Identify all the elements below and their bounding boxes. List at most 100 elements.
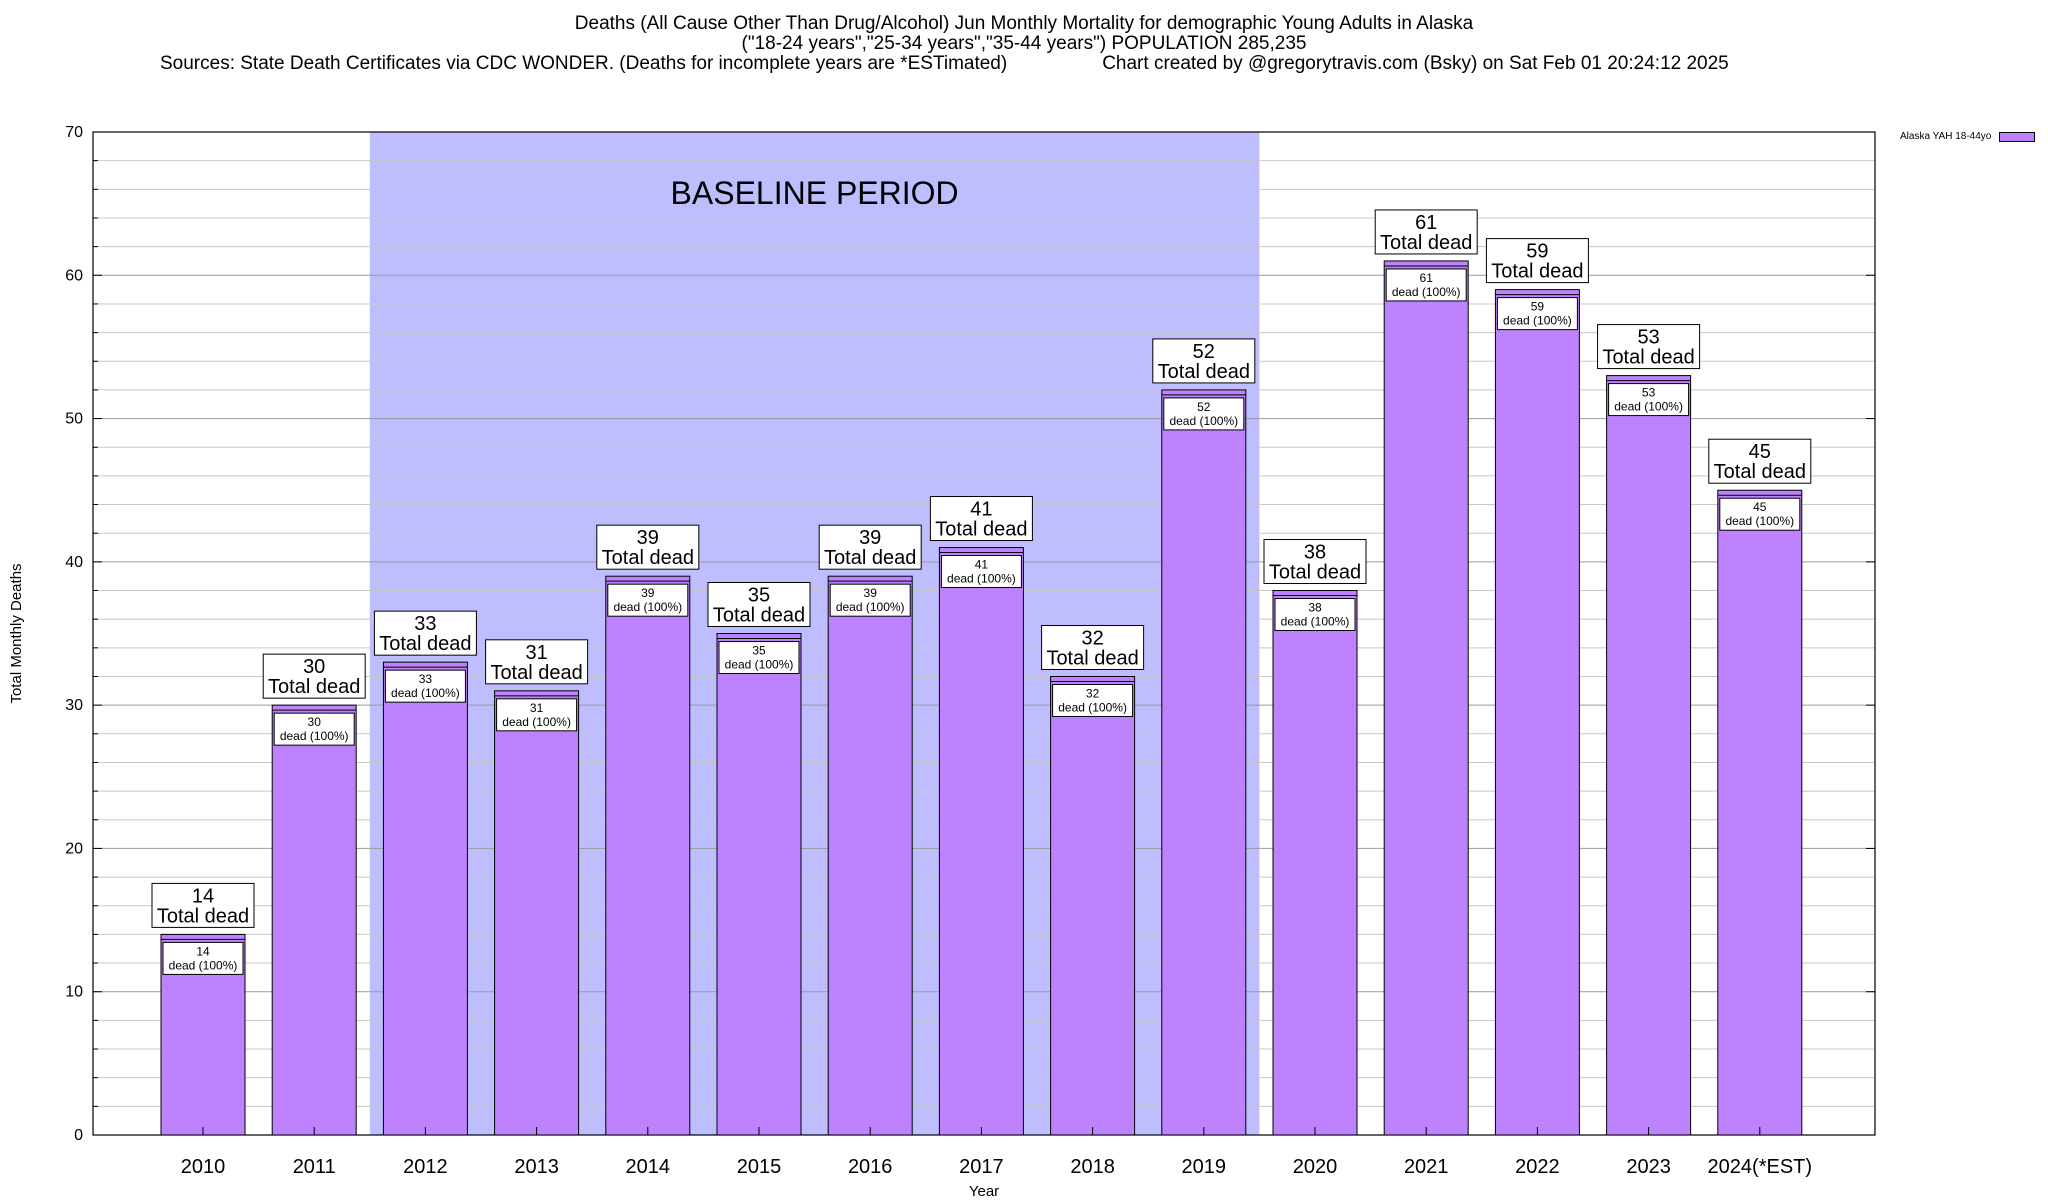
bar-inner-caption: dead (100%) [1169, 414, 1238, 428]
bar-top-value: 39 [637, 527, 659, 549]
x-tick-label: 2017 [959, 1156, 1004, 1178]
bar-top-value: 41 [970, 499, 992, 521]
bar-inner-caption: dead (100%) [280, 729, 349, 743]
y-axis-title: Total Monthly Deaths [8, 563, 25, 703]
bar-inner-label-box [829, 583, 911, 617]
bar-top-label-box [262, 653, 366, 699]
bar-inner-label-box [1163, 397, 1245, 431]
bar-inner-label-box [273, 712, 355, 746]
bar-top-label-box [1152, 338, 1256, 384]
bar-top-label-box [373, 610, 477, 656]
x-tick-label: 2022 [1515, 1156, 1560, 1178]
bar-inner-label-box [940, 555, 1022, 589]
x-tick-label: 2018 [1070, 1156, 1115, 1178]
bar [1717, 489, 1803, 1136]
bar [716, 633, 802, 1136]
bar-inner-caption: dead (100%) [725, 658, 794, 672]
x-tick-label: 2014 [626, 1156, 671, 1178]
bar-inner-caption: dead (100%) [1058, 700, 1127, 714]
bar-top-label-box [485, 639, 589, 685]
x-tick-label: 2021 [1404, 1156, 1449, 1178]
bar-inner-label-box [1385, 268, 1467, 302]
bar [827, 575, 913, 1136]
bar [938, 547, 1024, 1136]
chart-title-block: Deaths (All Cause Other Than Drug/Alcoho… [0, 14, 2048, 74]
bar [1272, 590, 1358, 1136]
legend-label: Alaska YAH 18-44yo [1900, 131, 1992, 142]
bar-top-caption: Total dead [268, 676, 360, 698]
bar-top-label-box [1374, 209, 1478, 255]
bar-top-caption: Total dead [1046, 647, 1138, 669]
chart-title: Deaths (All Cause Other Than Drug/Alcoho… [574, 13, 1474, 34]
bar-top-caption: Total dead [1380, 232, 1472, 254]
bar-inner-label-box [384, 669, 466, 703]
bar-inner-value: 30 [308, 715, 322, 729]
bar [1383, 260, 1469, 1136]
bar [1050, 675, 1136, 1136]
bar-inner-label-box [1496, 297, 1578, 331]
bar-top-label-box [151, 882, 255, 928]
bar-inner-value: 41 [975, 558, 989, 572]
bar-inner-value: 14 [196, 944, 210, 958]
y-tick-label: 10 [65, 984, 83, 1001]
bar [1606, 375, 1692, 1136]
bar-inner-value: 32 [1086, 686, 1100, 700]
bar-inner-caption: dead (100%) [1614, 400, 1683, 414]
y-tick-label: 70 [65, 124, 83, 141]
bar-inner-value: 39 [864, 586, 878, 600]
y-tick-label: 60 [65, 267, 83, 284]
bar-inner-value: 45 [1753, 500, 1767, 514]
bar-top-caption: Total dead [379, 633, 471, 655]
x-tick-label: 2011 [293, 1156, 336, 1178]
chart-credit: Chart created by @gregorytravis.com (Bsk… [1102, 53, 1729, 74]
bar-inner-label-box [496, 698, 578, 732]
bar-top-label-box [1708, 438, 1812, 484]
bar-inner-label-box [1274, 598, 1356, 632]
bar-inner-caption: dead (100%) [391, 686, 460, 700]
bar-inner-label-box [607, 583, 689, 617]
bar-top-label-box [1485, 238, 1589, 284]
bar-top-caption: Total dead [824, 547, 916, 569]
bar-inner-caption: dead (100%) [613, 600, 682, 614]
bar-inner-caption: dead (100%) [1725, 514, 1794, 528]
bar-inner-label-box [1052, 683, 1134, 717]
x-tick-label: 2015 [737, 1156, 782, 1178]
bar [382, 661, 468, 1136]
bar-top-caption: Total dead [713, 605, 805, 627]
bar-top-caption: Total dead [157, 905, 249, 927]
bar-inner-value: 53 [1642, 386, 1656, 400]
bar-inner-label-box [162, 941, 244, 975]
y-tick-label: 20 [65, 840, 83, 857]
bar-inner-caption: dead (100%) [1281, 615, 1350, 629]
bar-inner-label-box [1608, 383, 1690, 417]
x-tick-label: 2013 [514, 1156, 559, 1178]
bar-top-value: 52 [1193, 341, 1215, 363]
bar-top-value: 53 [1637, 327, 1659, 349]
bar-top-caption: Total dead [935, 519, 1027, 541]
bar-top-label-box [707, 582, 811, 627]
bar [1161, 389, 1247, 1136]
y-tick-label: 40 [65, 554, 83, 571]
x-tick-label: 2020 [1293, 1156, 1338, 1178]
baseline-period-label: BASELINE PERIOD [671, 175, 959, 211]
bar-top-value: 45 [1749, 441, 1771, 463]
bar-inner-value: 35 [752, 644, 766, 658]
x-tick-label: 2023 [1626, 1156, 1671, 1178]
legend-swatch [1999, 131, 2036, 142]
bar-inner-label-box [718, 641, 800, 674]
bar-inner-caption: dead (100%) [1503, 314, 1572, 328]
bar-inner-caption: dead (100%) [947, 572, 1016, 586]
bar-inner-value: 39 [641, 586, 655, 600]
chart-sources: Sources: State Death Certificates via CD… [160, 53, 1008, 74]
bar-inner-value: 59 [1531, 300, 1545, 314]
bar-top-label-box [1263, 539, 1367, 585]
bar-top-value: 59 [1526, 241, 1548, 263]
bar-top-value: 38 [1304, 542, 1326, 564]
bar-top-caption: Total dead [602, 547, 694, 569]
bar-top-label-box [1597, 324, 1701, 370]
y-tick-label: 0 [74, 1127, 83, 1144]
bar-top-value: 61 [1415, 212, 1437, 234]
bar-top-label-box [929, 496, 1033, 542]
bar-top-label-box [1041, 624, 1145, 670]
